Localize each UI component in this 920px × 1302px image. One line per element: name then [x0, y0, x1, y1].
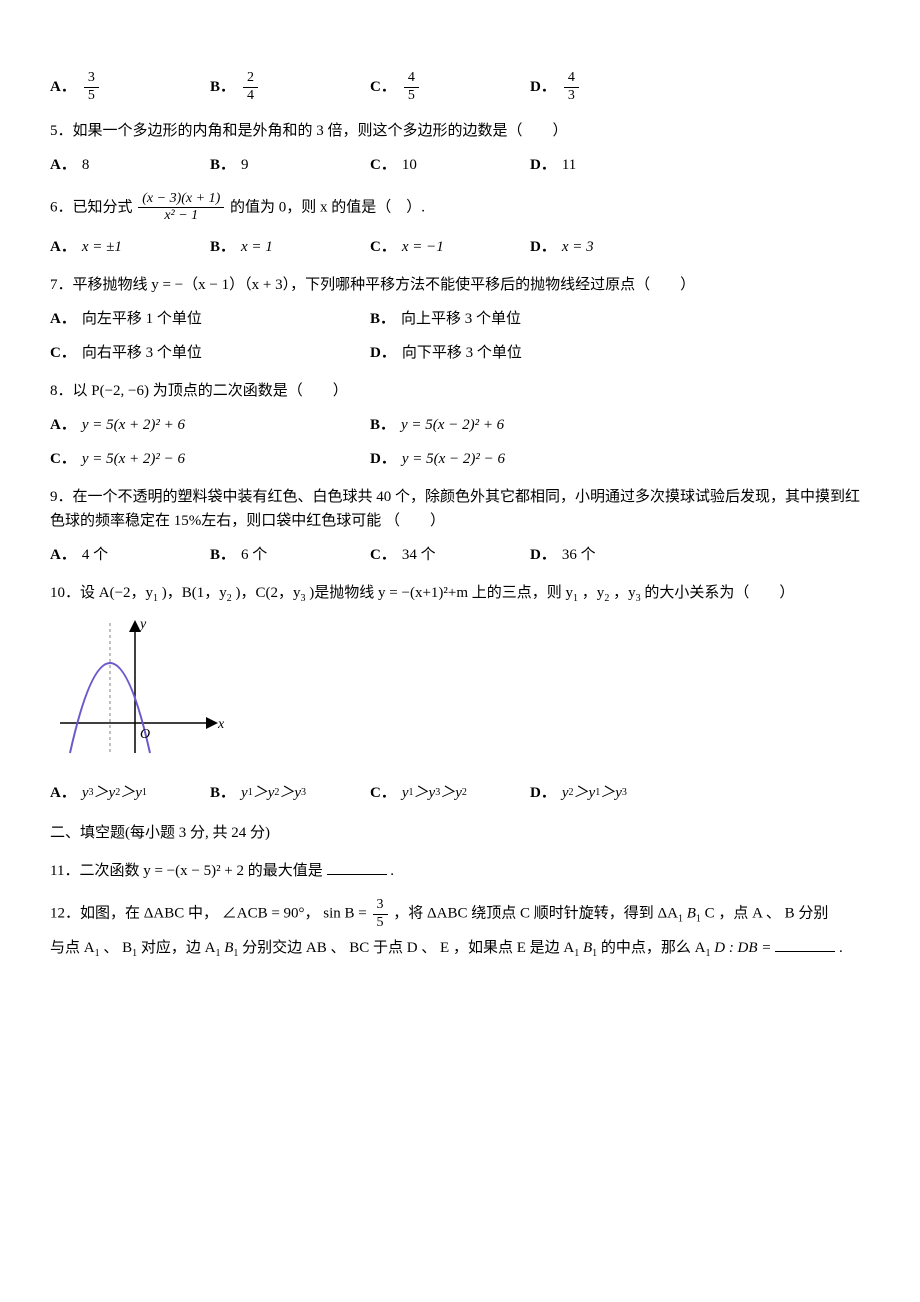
q5-text: 5．如果一个多边形的内角和是外角和的 3 倍，则这个多边形的边数是（ ）	[50, 119, 870, 143]
q8-opt-c: C．y = 5(x + 2)² − 6	[50, 447, 370, 471]
label-a: A．	[50, 75, 76, 99]
q10-opt-a: A． y3＞y2＞y1	[50, 781, 210, 805]
q4-options: A． 3 5 B． 2 4 C． 4 5 D． 4 3	[50, 70, 870, 105]
q6-opt-a: A．x = ±1	[50, 235, 210, 259]
q7-opt-d: D．向下平移 3 个单位	[370, 341, 690, 365]
q4-opt-d: D． 4 3	[530, 70, 690, 105]
section-2-title: 二、填空题(每小题 3 分, 共 24 分)	[50, 821, 870, 845]
q6-text: 6．已知分式 (x − 3)(x + 1) x² − 1 的值为 0，则 x 的…	[50, 191, 870, 226]
q9-opt-d: D．36 个	[530, 543, 690, 567]
q10-options: A． y3＞y2＞y1 B． y1＞y2＞y3 C． y1＞y3＞y2 D． y…	[50, 781, 870, 805]
x-axis-label: x	[217, 717, 225, 732]
q4-b-frac: 2 4	[243, 70, 258, 105]
q10-opt-b: B． y1＞y2＞y3	[210, 781, 370, 805]
q8-opt-b: B．y = 5(x − 2)² + 6	[370, 413, 690, 437]
y-axis-label: y	[138, 617, 147, 632]
q9-opt-b: B．6 个	[210, 543, 370, 567]
q9-opt-c: C．34 个	[370, 543, 530, 567]
label-d: D．	[530, 75, 556, 99]
label-c: C．	[370, 75, 396, 99]
q9-options: A．4 个 B．6 个 C．34 个 D．36 个	[50, 543, 870, 567]
q6-frac: (x − 3)(x + 1) x² − 1	[138, 191, 224, 226]
q5-opt-c: C．10	[370, 153, 530, 177]
q5-opt-a: A．8	[50, 153, 210, 177]
q11-text: 11．二次函数 y = −(x − 5)² + 2 的最大值是 .	[50, 859, 870, 883]
q6-opt-b: B．x = 1	[210, 235, 370, 259]
q8-options-1: A．y = 5(x + 2)² + 6 B．y = 5(x − 2)² + 6	[50, 413, 870, 437]
q4-opt-a: A． 3 5	[50, 70, 210, 105]
q9-opt-a: A．4 个	[50, 543, 210, 567]
q7-options-1: A．向左平移 1 个单位 B．向上平移 3 个单位	[50, 307, 870, 331]
q7-opt-c: C．向右平移 3 个单位	[50, 341, 370, 365]
q12-text: 12．如图，在 ΔABC 中， ∠ACB = 90°， sin B = 3 5 …	[50, 897, 870, 965]
q5-options: A．8 B．9 C．10 D．11	[50, 153, 870, 177]
q6-opt-d: D．x = 3	[530, 235, 690, 259]
q12-blank	[775, 936, 835, 952]
q12-frac: 3 5	[373, 897, 388, 932]
q8-opt-a: A．y = 5(x + 2)² + 6	[50, 413, 370, 437]
q7-opt-a: A．向左平移 1 个单位	[50, 307, 370, 331]
label-b: B．	[210, 75, 235, 99]
q4-a-frac: 3 5	[84, 70, 99, 105]
q7-options-2: C．向右平移 3 个单位 D．向下平移 3 个单位	[50, 341, 870, 365]
q6-options: A．x = ±1 B．x = 1 C．x = −1 D．x = 3	[50, 235, 870, 259]
q10-text: 10．设 A(−2，y1 )，B(1，y2 )，C(2，y3 )是抛物线 y =…	[50, 581, 870, 607]
q10-graph: x y O	[50, 613, 870, 771]
q11-blank	[327, 859, 387, 875]
q8-opt-d: D．y = 5(x − 2)² − 6	[370, 447, 690, 471]
q4-c-frac: 4 5	[404, 70, 419, 105]
q5-opt-d: D．11	[530, 153, 690, 177]
q7-text: 7．平移抛物线 y = −（x − 1）（x + 3），下列哪种平移方法不能使平…	[50, 273, 870, 297]
q9-text: 9．在一个不透明的塑料袋中装有红色、白色球共 40 个，除颜色外其它都相同，小明…	[50, 485, 870, 533]
q8-options-2: C．y = 5(x + 2)² − 6 D．y = 5(x − 2)² − 6	[50, 447, 870, 471]
q6-opt-c: C．x = −1	[370, 235, 530, 259]
q4-d-frac: 4 3	[564, 70, 579, 105]
origin-label: O	[140, 727, 150, 742]
q10-opt-c: C． y1＞y3＞y2	[370, 781, 530, 805]
q4-opt-b: B． 2 4	[210, 70, 370, 105]
q10-opt-d: D． y2＞y1＞y3	[530, 781, 690, 805]
q4-opt-c: C． 4 5	[370, 70, 530, 105]
q5-opt-b: B．9	[210, 153, 370, 177]
q7-opt-b: B．向上平移 3 个单位	[370, 307, 690, 331]
q8-text: 8．以 P(−2, −6) 为顶点的二次函数是（ ）	[50, 379, 870, 403]
